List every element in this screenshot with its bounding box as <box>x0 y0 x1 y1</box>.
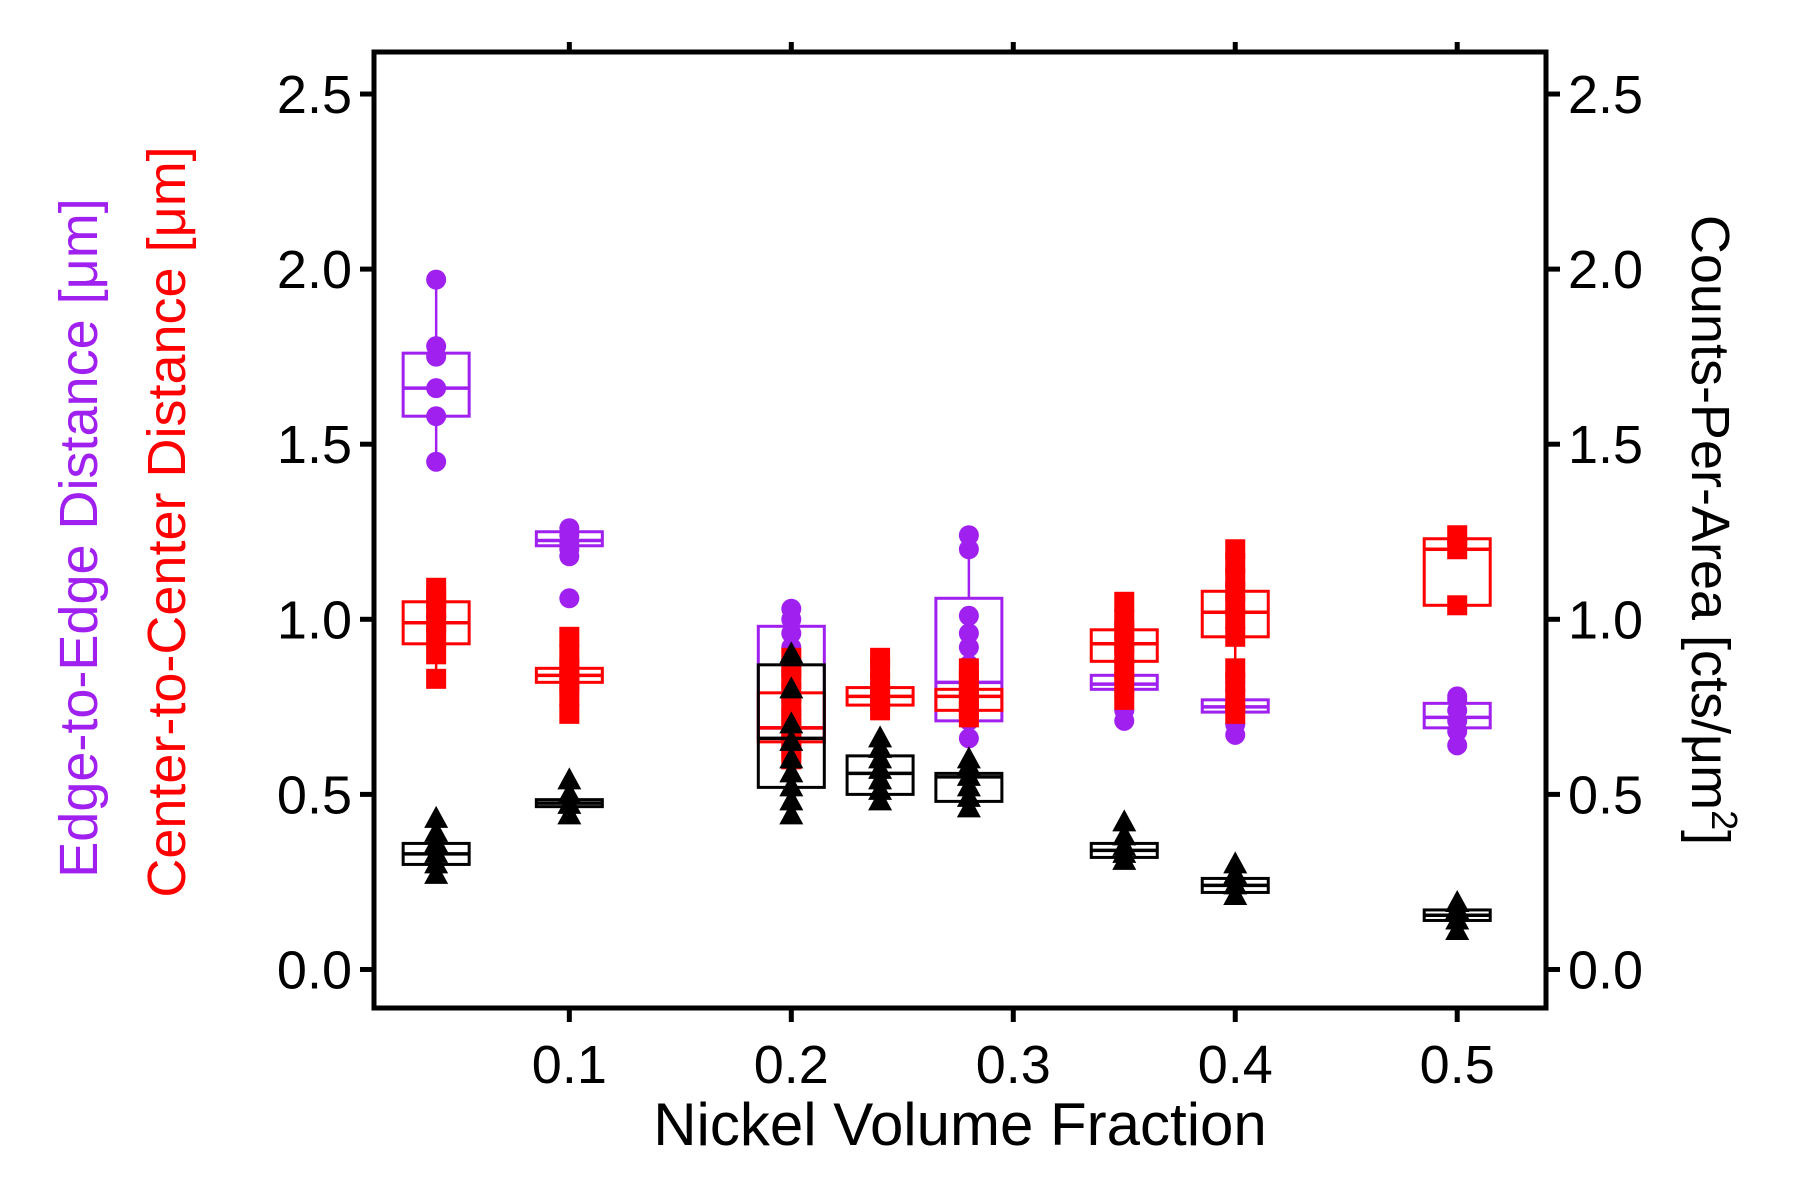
box <box>401 351 471 418</box>
series-group <box>401 525 1492 770</box>
y-tick-label-left: 1.0 <box>277 590 352 650</box>
box <box>756 663 826 789</box>
y-tick-label-left: 1.5 <box>277 415 352 475</box>
data-point <box>559 703 580 724</box>
data-point <box>781 623 802 644</box>
data-point <box>958 605 979 626</box>
y-tick-label-right: 0.0 <box>1568 940 1643 1000</box>
data-point <box>956 746 981 769</box>
data-point <box>870 647 891 668</box>
y-tick-label-right: 0.5 <box>1568 765 1643 825</box>
data-point <box>779 676 804 699</box>
data-point <box>1447 686 1468 707</box>
data-point <box>1114 689 1135 710</box>
data-point <box>1114 609 1135 630</box>
y-tick-label-left: 2.0 <box>277 240 352 300</box>
data-point <box>426 336 447 357</box>
x-tick-label: 0.1 <box>532 1035 607 1095</box>
right-label-end: ] <box>1680 830 1740 845</box>
data-point <box>958 539 979 560</box>
right-label-sup: 2 <box>1704 810 1745 830</box>
data-point <box>426 269 447 290</box>
data-point <box>958 623 979 644</box>
data-point <box>426 577 447 598</box>
box <box>845 754 915 796</box>
data-point <box>958 525 979 546</box>
data-point <box>779 802 804 825</box>
data-point <box>779 641 804 664</box>
data-point <box>1445 889 1470 912</box>
y-tick-label-right: 2.0 <box>1568 240 1643 300</box>
right-label-main: Counts-Per-Area [cts/μm <box>1680 215 1740 810</box>
y-tick-label-right: 2.5 <box>1568 65 1643 125</box>
data-point <box>779 788 804 811</box>
box <box>1422 701 1492 730</box>
center-label: Center-to-Center Distance [μm] <box>137 146 197 897</box>
data-point <box>1114 591 1135 612</box>
data-point <box>779 746 804 769</box>
data-point <box>868 725 893 748</box>
box <box>934 771 1004 803</box>
box <box>934 687 1004 712</box>
y-tick-label-left: 2.5 <box>277 65 352 125</box>
data-point <box>779 711 804 734</box>
x-tick-label: 0.2 <box>754 1035 829 1095</box>
y-axis-label-left: Edge-to-Edge Distance [μm] <box>49 198 109 877</box>
data-point <box>557 767 582 790</box>
data-point <box>958 637 979 658</box>
data-point <box>1225 539 1246 560</box>
y-tick-label-right: 1.0 <box>1568 590 1643 650</box>
data-point <box>779 774 804 797</box>
data-point <box>424 819 449 842</box>
data-point <box>958 658 979 679</box>
y-tick-label-right: 1.5 <box>1568 415 1643 475</box>
x-axis-label: Nickel Volume Fraction <box>653 1091 1267 1158</box>
series-group <box>401 641 1492 940</box>
data-point <box>557 781 582 804</box>
edge-label: Edge-to-Edge Distance [μm] <box>49 198 109 877</box>
data-point <box>559 626 580 647</box>
data-point <box>958 728 979 749</box>
data-point <box>781 598 802 619</box>
x-tick-label: 0.3 <box>976 1035 1051 1095</box>
x-tick-label: 0.4 <box>1198 1035 1273 1095</box>
plot-frame <box>371 49 1549 1011</box>
data-point <box>1223 851 1248 874</box>
data-point <box>1447 525 1468 546</box>
box <box>1200 589 1270 639</box>
data-point <box>1225 689 1246 710</box>
data-point <box>1225 658 1246 679</box>
data-point <box>559 644 580 665</box>
y-axis-label-center: Center-to-Center Distance [μm] <box>137 146 197 897</box>
data-point <box>426 668 447 689</box>
data-point <box>1447 735 1468 756</box>
box <box>534 530 604 548</box>
data-point <box>1112 809 1137 832</box>
plot-marks <box>401 269 1492 940</box>
y-tick-label-left: 0.0 <box>277 940 352 1000</box>
y-axis-label-right: Counts-Per-Area [cts/μm2] <box>1680 215 1745 845</box>
axes: 0.1 0.2 0.3 0.4 0.5 0.0 0.0 0.5 0.5 1.0 1.0 1.5 1.5 2… <box>277 42 1643 1095</box>
data-point <box>424 805 449 828</box>
data-point <box>559 518 580 539</box>
x-tick-label: 0.5 <box>1420 1035 1495 1095</box>
data-point <box>559 588 580 609</box>
data-point <box>779 760 804 783</box>
y-tick-label-left: 0.5 <box>277 765 352 825</box>
data-point <box>426 451 447 472</box>
data-point <box>426 644 447 665</box>
box <box>1422 537 1492 607</box>
data-point <box>1112 823 1137 846</box>
box <box>1089 628 1159 663</box>
